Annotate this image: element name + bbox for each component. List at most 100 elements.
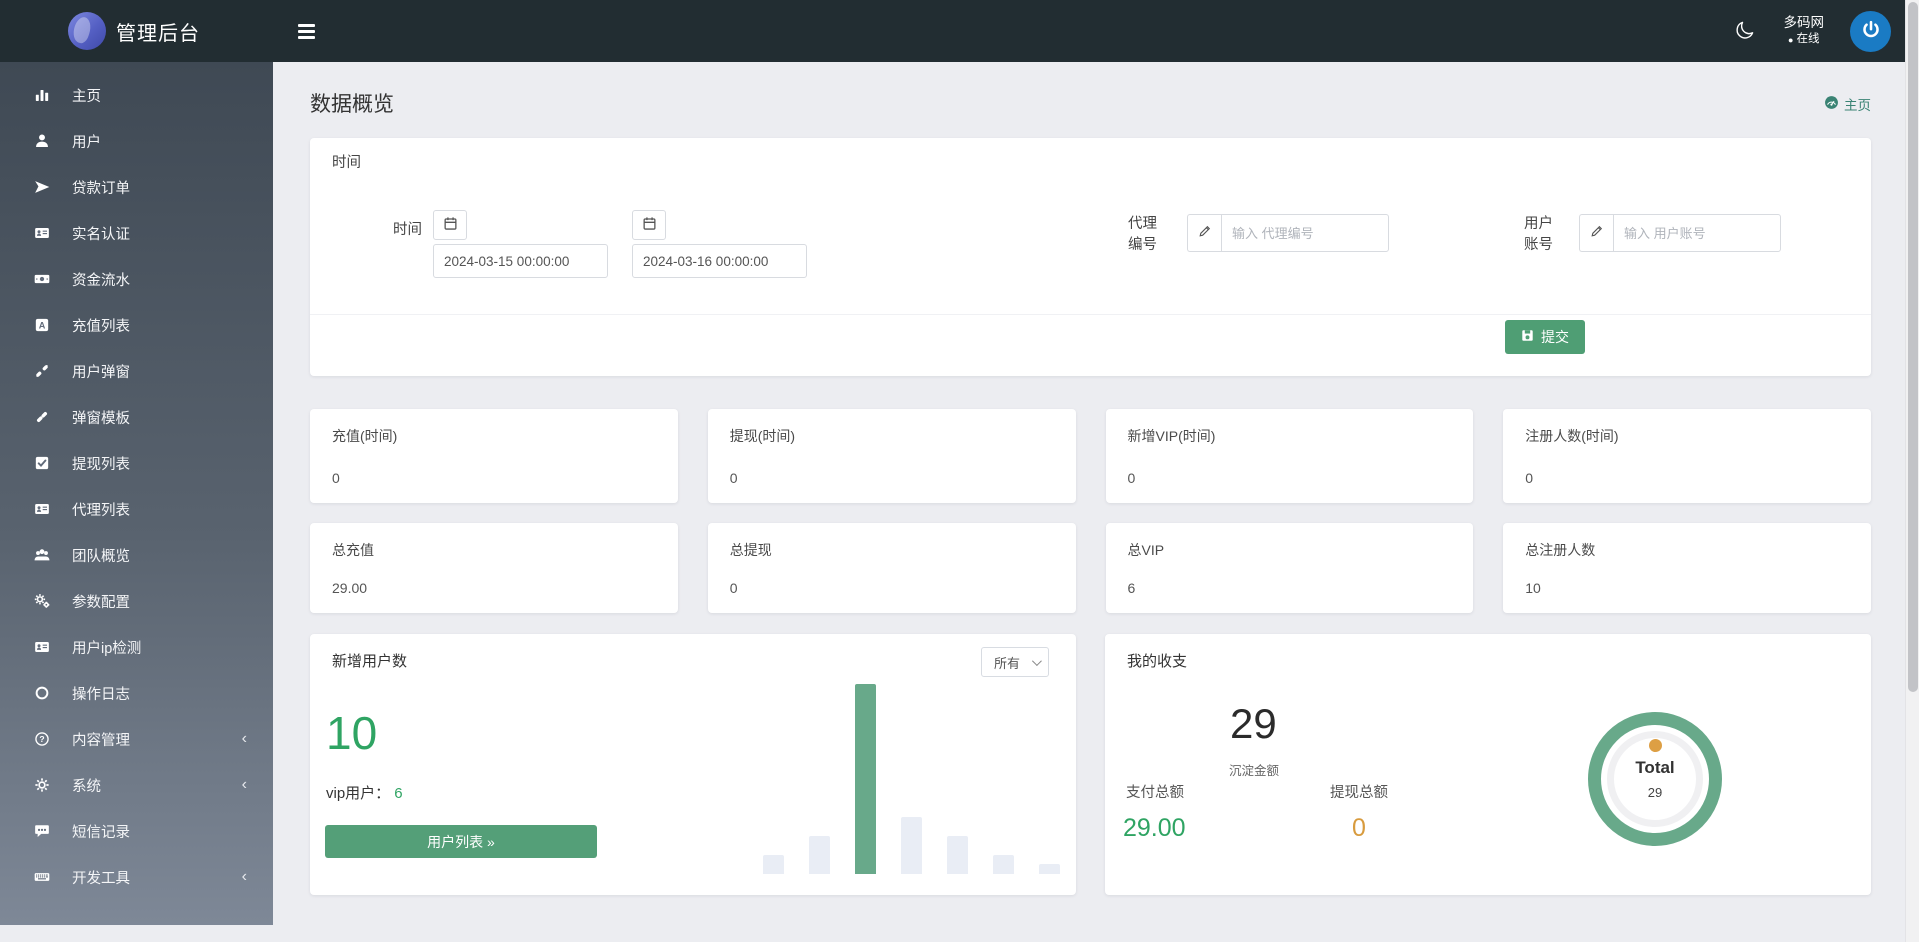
users-group-icon [34,547,56,563]
stat-card: 注册人数(时间) 0 [1503,409,1871,503]
stat-value: 29.00 [332,580,368,596]
sidebar-item-real-name-verify[interactable]: 实名认证 [0,210,273,256]
chevron-down-icon [1031,655,1042,666]
cogs-icon [34,593,56,609]
sidebar-item-user-ip-check[interactable]: 用户ip检测 [0,624,273,670]
user-list-button[interactable]: 用户列表 » [325,825,597,858]
stat-value: 0 [729,580,738,596]
range-select-value: 所有 [994,655,1021,671]
save-icon [1521,329,1534,345]
sidebar-item-label: 资金流水 [72,272,130,289]
sidebar-item-content-manage[interactable]: ? 内容管理 ‹ [0,716,273,762]
date-to-input[interactable] [632,244,807,278]
income-donut-chart: Total 29 [1588,712,1722,846]
brand-title: 管理后台 [116,22,200,45]
pay-total-value: 29.00 [1123,814,1186,842]
breadcrumb-label: 主页 [1844,98,1871,113]
sidebar-item-system[interactable]: 系统 ‹ [0,762,273,808]
money-bill-icon [34,271,56,287]
agent-id-input[interactable] [1221,214,1389,252]
submit-label: 提交 [1541,329,1569,345]
logout-power-button[interactable] [1850,10,1891,52]
withdraw-total-value: 0 [1352,814,1366,842]
stat-title: 注册人数(时间) [1525,428,1619,444]
sidebar-item-recharge-list[interactable]: A 充值列表 [0,302,273,348]
filter-card: 时间 时间 代理编号 用户账号 提交 [310,138,1871,376]
scrollbar-thumb[interactable] [1908,2,1918,692]
stat-value: 0 [332,470,340,486]
pencil-icon [1579,214,1613,252]
top-navbar: 管理后台 多码网 ● 在线 [0,0,1905,62]
stat-card: 新增VIP(时间) 0 [1105,409,1474,503]
page-scrollbar [1905,0,1919,942]
id-card-icon [34,639,56,655]
stats-row-period: 充值(时间) 0 提现(时间) 0 新增VIP(时间) 0 注册人数(时间) 0 [310,409,1871,503]
vip-users-label: vip用户： [326,785,391,802]
comment-icon [34,823,56,839]
gear-icon [34,777,56,793]
sidebar-item-fund-flow[interactable]: 资金流水 [0,256,273,302]
sidebar-item-withdraw-list[interactable]: 提现列表 [0,440,273,486]
online-label: 在线 [1796,33,1820,46]
user-account-input[interactable] [1613,214,1781,252]
sidebar-item-users[interactable]: 用户 [0,118,273,164]
agent-id-label: 代理编号 [1128,216,1157,254]
dark-mode-toggle[interactable] [1732,18,1758,44]
keyboard-icon [34,869,56,885]
sidebar-item-param-config[interactable]: 参数配置 [0,578,273,624]
svg-text:?: ? [39,734,44,744]
brand[interactable]: 管理后台 [0,0,273,62]
stat-value: 0 [729,470,738,486]
sidebar-item-sms-records[interactable]: 短信记录 [0,808,273,854]
stat-card: 总提现 0 [707,523,1076,613]
chain-icon [34,409,56,425]
sidebar-item-label: 用户ip检测 [72,640,142,657]
hamburger-icon[interactable] [298,11,338,51]
user-account-label: 用户账号 [1524,216,1553,254]
sidebar-item-popup-template[interactable]: 弹窗模板 [0,394,273,440]
sidebar-item-agent-list[interactable]: 代理列表 [0,486,273,532]
id-card-icon [34,225,56,241]
user-info[interactable]: 多码网 ● 在线 [1784,14,1825,48]
check-square-icon [34,455,56,471]
sidebar-item-label: 实名认证 [72,226,130,243]
sidebar-item-label: 贷款订单 [72,180,130,197]
sidebar-item-operation-log[interactable]: 操作日志 [0,670,273,716]
stat-title: 充值(时间) [332,428,398,444]
sidebar-item-label: 充值列表 [72,318,130,335]
range-select[interactable]: 所有 [981,647,1049,677]
sidebar-item-label: 用户 [72,134,101,151]
online-dot: ● [1788,35,1794,46]
stat-title: 新增VIP(时间) [1127,428,1216,444]
deposit-amount-value: 29 [1230,700,1277,747]
divider [310,314,1871,315]
question-circle-icon: ? [34,731,56,747]
dashboard-icon [1824,95,1839,113]
submit-button[interactable]: 提交 [1505,320,1585,354]
sidebar-item-home[interactable]: 主页 [0,72,273,118]
calendar-icon[interactable] [433,210,467,240]
sidebar-item-user-popup[interactable]: 用户弹窗 [0,348,273,394]
pay-total-label: 支付总额 [1126,785,1184,801]
power-icon [1860,19,1882,44]
sidebar-item-label: 用户弹窗 [72,364,130,381]
chart-bars-icon [34,87,56,103]
sidebar-item-label: 开发工具 [72,870,130,887]
breadcrumb-home[interactable]: 主页 [1824,94,1871,114]
donut-total-label: Total [1635,758,1675,777]
calendar-icon[interactable] [632,210,666,240]
stat-card: 提现(时间) 0 [707,409,1076,503]
circle-o-icon [34,685,56,701]
sidebar-item-label: 内容管理 [72,732,130,749]
sidebar-item-loan-orders[interactable]: 贷款订单 [0,164,273,210]
date-from-input[interactable] [433,244,608,278]
svg-text:A: A [39,320,46,330]
sidebar-item-label: 团队概览 [72,548,130,565]
chain-broken-icon [34,363,56,379]
bar-5 [993,855,1014,874]
sidebar-item-dev-tools[interactable]: 开发工具 ‹ [0,854,273,900]
user-icon [34,133,56,149]
new-users-total: 10 [326,707,378,759]
sidebar-item-team-overview[interactable]: 团队概览 [0,532,273,578]
